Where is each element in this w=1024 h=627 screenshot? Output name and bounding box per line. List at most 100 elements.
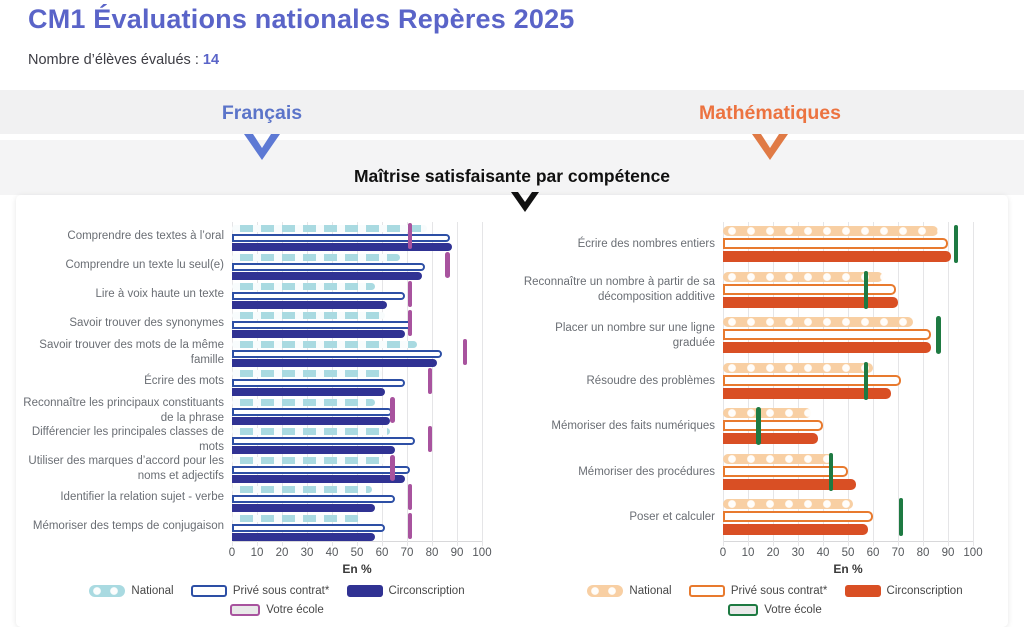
chevron-down-icon: [752, 134, 788, 160]
axis-tick-label: 60: [375, 547, 389, 559]
bar-group: [723, 404, 973, 450]
bar-group: [232, 251, 482, 280]
axis-tick-label: 0: [228, 547, 236, 559]
bar-prive: [232, 291, 405, 300]
bar-group: [232, 512, 482, 541]
bar-circonscription: [232, 533, 375, 541]
legend-item-ecole: Votre école: [728, 604, 822, 616]
x-axis: 0 10 20 30 40 50 60 70 80 90 100: [720, 542, 983, 559]
students-label: Nombre d’élèves évalués :: [28, 52, 199, 68]
axis-tick-label: 10: [741, 547, 755, 559]
axis-tick-label: 80: [916, 547, 930, 559]
bar-circonscription: [723, 478, 856, 490]
ecole-tick: [407, 484, 412, 510]
category-label: Lire à voix haute un texte: [95, 288, 225, 301]
ecole-tick: [828, 452, 833, 491]
category-label: Placer un nombre sur une ligne graduée: [555, 321, 715, 349]
axis-tick-label: 70: [400, 547, 414, 559]
axis-tick-label: 30: [791, 547, 805, 559]
circonscription-swatch: [346, 585, 383, 597]
axis-tick-label: 90: [450, 547, 464, 559]
bar-prive: [723, 238, 948, 249]
legend-label: Votre école: [266, 604, 324, 616]
bar-prive: [232, 233, 450, 242]
chart-card: Comprendre des textes à l’oral Comprendre…: [16, 195, 1008, 627]
ecole-tick: [427, 368, 432, 394]
grid-line: [457, 222, 458, 546]
bar-prive: [232, 523, 385, 532]
ecole-tick: [445, 252, 450, 278]
category-label: Écrire des mots: [144, 375, 224, 388]
bar-group: [232, 425, 482, 454]
category-labels: Comprendre des textes à l’oral Comprendre…: [16, 222, 232, 576]
category-label: Savoir trouver des synonymes: [69, 317, 224, 330]
bar-prive: [723, 374, 901, 386]
prive-swatch: [190, 585, 227, 597]
bar-group: [723, 222, 973, 268]
bar-circonscription: [723, 524, 868, 535]
bar-national: [723, 408, 811, 418]
category-label: Reconnaître les principaux constituants …: [23, 396, 224, 424]
band-divider: [0, 134, 1024, 140]
bar-group: [232, 454, 482, 483]
bar-national: [723, 499, 853, 509]
bar-prive: [232, 494, 395, 503]
ecole-tick: [953, 225, 958, 263]
axis-caption: En %: [342, 562, 372, 576]
category-label: Différencier les principales classes de …: [31, 425, 224, 453]
axis-caption: En %: [833, 562, 863, 576]
category-label: Résoudre des problèmes: [586, 374, 716, 387]
bar-national: [232, 457, 385, 464]
grid-line: [432, 222, 433, 546]
grid-line: [923, 222, 924, 546]
grid-line: [948, 222, 949, 546]
bar-group: [232, 483, 482, 512]
bar-group: [723, 450, 973, 496]
bar-group: [723, 268, 973, 314]
category-label: Poser et calculer: [629, 511, 715, 524]
category-label: Utiliser des marques d’accord pour les n…: [28, 454, 224, 482]
ecole-tick: [407, 223, 412, 249]
national-swatch: [89, 585, 126, 597]
axis-tick-label: 10: [250, 547, 264, 559]
bar-national: [232, 225, 427, 232]
ecole-tick: [863, 270, 868, 309]
category-label: Savoir trouver des mots de la même famil…: [39, 338, 224, 366]
legend-item-prive: Privé sous contrat*: [688, 585, 828, 597]
bar-national: [723, 271, 883, 282]
axis-tick-label: 20: [275, 547, 289, 559]
bar-national: [232, 283, 375, 290]
legend-label: Circonscription: [886, 585, 963, 597]
bar-group: [723, 359, 973, 405]
bar-group: [232, 396, 482, 425]
bar-national: [723, 453, 833, 464]
prive-swatch: [688, 585, 725, 597]
bar-prive: [232, 262, 425, 271]
section-strip: [0, 140, 1024, 195]
bar-circonscription: [232, 388, 385, 396]
bar-circonscription: [232, 243, 452, 251]
bar-prive: [232, 349, 442, 358]
legend-item-ecole: Votre école: [230, 604, 324, 616]
bar-circonscription: [232, 301, 387, 309]
bar-group: [232, 309, 482, 338]
axis-tick-label: 50: [841, 547, 855, 559]
math-chart: Écrire des nombres entiers Reconnaître un…: [523, 222, 983, 623]
chevron-down-icon: [511, 192, 539, 212]
grid-line: [482, 222, 483, 546]
bar-circonscription: [232, 504, 375, 512]
bar-prive: [723, 511, 873, 522]
bar-national: [232, 515, 360, 522]
ecole-tick: [407, 513, 412, 539]
bar-group: [723, 495, 973, 541]
category-label: Identifier la relation sujet - verbe: [60, 491, 224, 504]
axis-tick-label: 60: [866, 547, 880, 559]
bar-circonscription: [723, 433, 818, 444]
tab-francais[interactable]: Français: [221, 102, 303, 124]
tab-mathematiques[interactable]: Mathématiques: [699, 102, 841, 124]
bar-prive: [232, 436, 415, 445]
plot-area: [723, 222, 974, 546]
legend-label: Privé sous contrat*: [730, 585, 828, 597]
bar-circonscription: [723, 342, 931, 353]
grid-line: [973, 222, 974, 546]
